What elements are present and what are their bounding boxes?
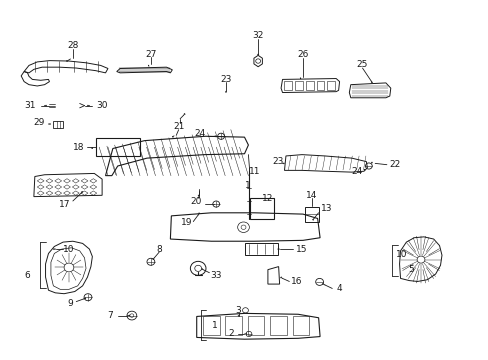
Bar <box>247 316 264 335</box>
Text: 9: 9 <box>67 299 73 308</box>
Bar <box>270 316 286 335</box>
Text: 32: 32 <box>252 31 264 40</box>
Bar <box>292 316 309 335</box>
Text: 27: 27 <box>145 50 156 59</box>
Bar <box>316 81 324 90</box>
Text: 19: 19 <box>181 219 192 228</box>
Text: 10: 10 <box>63 244 75 253</box>
Text: 28: 28 <box>67 41 79 50</box>
Text: 6: 6 <box>24 271 30 280</box>
Text: 1: 1 <box>212 321 218 330</box>
Text: 14: 14 <box>305 191 317 200</box>
Text: 5: 5 <box>407 265 413 274</box>
Text: 15: 15 <box>296 244 307 253</box>
Text: 7: 7 <box>107 311 113 320</box>
Text: 23: 23 <box>220 75 231 84</box>
Text: 16: 16 <box>291 277 302 286</box>
Text: 8: 8 <box>156 244 162 253</box>
Text: 12: 12 <box>262 194 273 203</box>
Bar <box>225 316 242 335</box>
Text: 21: 21 <box>173 122 184 131</box>
Bar <box>305 81 313 90</box>
Text: 23: 23 <box>271 157 283 166</box>
Bar <box>284 81 292 90</box>
Text: 24: 24 <box>350 167 362 176</box>
Bar <box>96 139 140 156</box>
Bar <box>327 81 334 90</box>
Bar <box>203 316 219 335</box>
Text: 11: 11 <box>249 167 260 176</box>
Text: 22: 22 <box>388 160 400 169</box>
Text: 20: 20 <box>190 197 201 206</box>
Text: 3: 3 <box>235 306 241 315</box>
Text: 10: 10 <box>395 250 407 259</box>
Text: 13: 13 <box>320 204 331 213</box>
Text: 24: 24 <box>194 129 205 138</box>
Text: 29: 29 <box>33 118 44 127</box>
Text: 17: 17 <box>59 199 71 208</box>
Text: 2: 2 <box>227 329 233 338</box>
Text: 18: 18 <box>73 143 84 152</box>
Text: 4: 4 <box>336 284 342 293</box>
Text: 1: 1 <box>244 181 250 190</box>
Text: 26: 26 <box>297 50 308 59</box>
Bar <box>295 81 303 90</box>
Bar <box>250 198 273 219</box>
Text: 31: 31 <box>24 101 36 110</box>
Text: 30: 30 <box>96 101 108 110</box>
Text: 33: 33 <box>210 271 222 280</box>
Text: 25: 25 <box>356 60 367 69</box>
